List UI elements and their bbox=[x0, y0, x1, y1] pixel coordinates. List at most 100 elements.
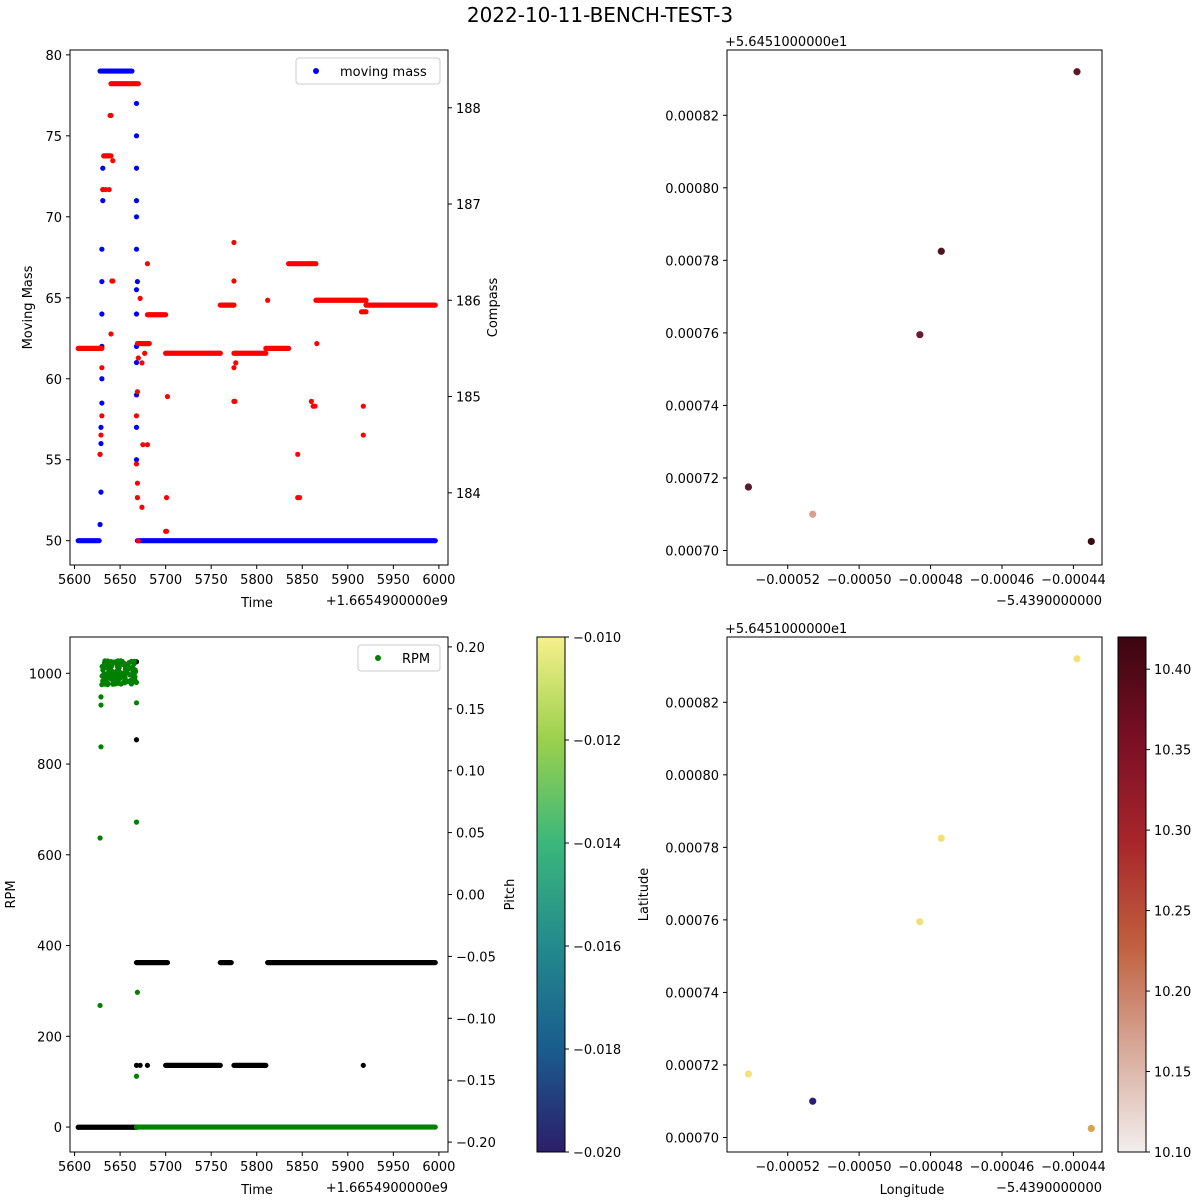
series-rpm bbox=[97, 658, 438, 1130]
colorbar-tick-label: 10.30 bbox=[1154, 824, 1191, 839]
y-tick-label: 0.00072 bbox=[665, 472, 719, 487]
data-point bbox=[133, 1073, 140, 1079]
x-tick-label: 5600 bbox=[58, 1160, 91, 1175]
legend-box bbox=[357, 644, 441, 672]
data-point bbox=[98, 744, 104, 750]
y-tick-label: 0.00070 bbox=[665, 544, 719, 559]
data-point bbox=[98, 702, 104, 708]
data-point bbox=[97, 1002, 103, 1009]
data-point bbox=[99, 311, 105, 317]
y-right-tick-label: −0.20 bbox=[456, 1136, 496, 1151]
y-tick-label: 0.00076 bbox=[665, 327, 719, 342]
y-tick-label: 200 bbox=[37, 1030, 62, 1045]
x-tick-label: 5900 bbox=[331, 573, 364, 588]
colorbar-tick-label: 10.35 bbox=[1154, 744, 1191, 759]
data-point bbox=[164, 393, 171, 400]
y-right-tick-label: 0.00 bbox=[456, 889, 485, 904]
legend-marker bbox=[375, 655, 381, 661]
data-point bbox=[133, 100, 140, 107]
x-offset-text: +1.6654900000e9 bbox=[326, 1181, 448, 1196]
x-tick-label: 5850 bbox=[286, 573, 319, 588]
colorbar-tick-label: −0.018 bbox=[573, 1043, 621, 1058]
data-point bbox=[133, 311, 140, 317]
x-tick-label: 6000 bbox=[422, 573, 455, 588]
data-point bbox=[133, 165, 140, 171]
panel-lat-lon-pitch: −0.00052 −0.00050 −0.00048 −0.00046 −0.00044… bbox=[637, 622, 1106, 1198]
legend-box bbox=[295, 57, 441, 85]
data-point bbox=[265, 297, 271, 303]
y-tick-label: 50 bbox=[45, 535, 62, 550]
data-point bbox=[133, 359, 140, 366]
data-point bbox=[110, 278, 116, 284]
data-point bbox=[916, 331, 924, 339]
y-axis-label: Latitude bbox=[637, 868, 652, 922]
series-pitch bbox=[75, 659, 438, 1130]
y-tick-label: 400 bbox=[37, 940, 62, 955]
x-tick-label: 5750 bbox=[195, 1160, 228, 1175]
x-tick-label: 5700 bbox=[149, 1160, 182, 1175]
colorbar-gradient bbox=[1117, 636, 1147, 1153]
x-tick-label: −0.00052 bbox=[755, 1160, 820, 1175]
data-point bbox=[110, 158, 116, 164]
data-point bbox=[147, 312, 153, 318]
data-point bbox=[99, 376, 105, 382]
legend-marker bbox=[313, 68, 319, 74]
data-point bbox=[133, 457, 140, 463]
data-point bbox=[139, 360, 145, 366]
legend: RPM bbox=[357, 644, 441, 672]
data-point bbox=[98, 694, 104, 700]
colorbar-tick-label: 10.10 bbox=[1154, 1146, 1191, 1161]
data-point bbox=[97, 451, 103, 457]
plot-frame bbox=[726, 49, 1103, 566]
data-point bbox=[135, 538, 141, 544]
data-point bbox=[102, 186, 109, 193]
data-point bbox=[133, 198, 140, 204]
data-point bbox=[99, 413, 105, 419]
y-axis-label: Moving Mass bbox=[21, 265, 36, 349]
data-point bbox=[110, 678, 116, 684]
panel-moving-mass-compass: 5600 5650 5700 5750 5800 5850 5900 5950 6000 50 55… bbox=[21, 49, 501, 611]
y-tick-label: 1000 bbox=[29, 667, 62, 682]
data-point bbox=[133, 461, 140, 467]
y-right-tick-label: 185 bbox=[456, 391, 481, 406]
y-right-tick-label: 0.05 bbox=[456, 827, 485, 842]
data-point bbox=[97, 521, 103, 528]
data-point bbox=[99, 278, 105, 285]
colorbar-tick-label: −0.010 bbox=[573, 631, 621, 646]
x-tick-label: −0.00052 bbox=[755, 573, 820, 588]
compass-colorbar: 10.10 10.15 10.20 10.25 10.30 10.35 10.40 bbox=[1117, 636, 1191, 1161]
data-point bbox=[108, 331, 114, 337]
panel-lat-lon-compass: −0.00052 −0.00050 −0.00048 −0.00046 −0.00044… bbox=[665, 35, 1106, 609]
y-tick-label: 60 bbox=[45, 373, 62, 388]
data-points bbox=[744, 655, 1095, 1133]
data-point bbox=[360, 1062, 366, 1068]
y-right-tick-label: 187 bbox=[456, 198, 481, 213]
pitch-colorbar: −0.020 −0.018 −0.016 −0.014 −0.012 −0.010 bbox=[536, 631, 621, 1161]
y-axis-label: RPM bbox=[4, 880, 19, 908]
x-tick-label: −0.00050 bbox=[827, 573, 892, 588]
x-tick-label: 6000 bbox=[422, 1160, 455, 1175]
x-tick-label: 5600 bbox=[58, 573, 91, 588]
y-right-axis-label: Pitch bbox=[503, 879, 518, 911]
data-point bbox=[1087, 1124, 1095, 1133]
data-point bbox=[296, 495, 303, 501]
x-tick-label: 5650 bbox=[104, 573, 137, 588]
data-point bbox=[108, 112, 114, 119]
y-right-tick-label: −0.15 bbox=[456, 1074, 496, 1089]
data-point bbox=[1087, 537, 1095, 546]
data-point bbox=[144, 261, 151, 267]
data-point bbox=[140, 442, 146, 448]
data-point bbox=[99, 246, 105, 252]
data-point bbox=[744, 1070, 753, 1078]
data-point bbox=[937, 834, 945, 842]
data-point bbox=[137, 1062, 143, 1068]
data-point bbox=[295, 451, 301, 457]
data-point bbox=[106, 186, 112, 193]
data-point bbox=[127, 672, 133, 678]
data-point bbox=[1073, 655, 1081, 663]
panel-rpm-pitch: 5600 5650 5700 5750 5800 5850 5900 5950 6000 0 200… bbox=[4, 636, 518, 1198]
data-point bbox=[132, 667, 138, 673]
data-point bbox=[916, 918, 924, 926]
y-tick-label: 800 bbox=[37, 758, 62, 773]
x-tick-label: 5800 bbox=[240, 573, 273, 588]
